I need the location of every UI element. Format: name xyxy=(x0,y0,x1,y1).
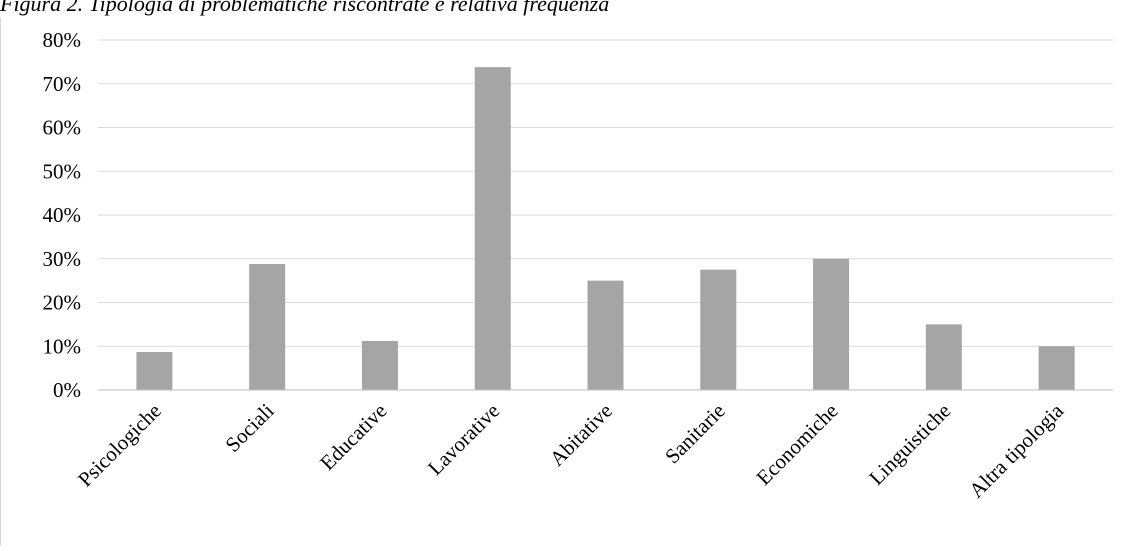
y-tick-label: 80% xyxy=(43,28,82,52)
x-tick-label: Lavorative xyxy=(423,399,504,480)
x-tick-label: Educative xyxy=(315,399,391,475)
y-tick-label: 60% xyxy=(43,116,82,140)
bar-sanitarie xyxy=(700,269,737,390)
bar-psicologiche xyxy=(136,351,173,390)
bar-linguistiche xyxy=(925,324,962,390)
x-tick-label: Altra tipologia xyxy=(964,398,1068,502)
x-tick-label: Linguistiche xyxy=(864,399,955,490)
y-tick-label: 40% xyxy=(43,203,82,227)
x-tick-label: Sociali xyxy=(220,398,278,456)
bar-abitative xyxy=(587,280,624,390)
y-tick-label: 50% xyxy=(43,159,82,183)
x-tick-label: Economiche xyxy=(751,399,842,490)
bar-sociali xyxy=(249,264,286,390)
bar-lavorative xyxy=(474,67,511,390)
bar-educative xyxy=(361,341,398,390)
y-axis-tick-labels: 0% 10% 20% 30% 40% 50% 60% 70% 80% xyxy=(43,28,82,402)
y-tick-label: 30% xyxy=(43,247,82,271)
y-tick-label: 10% xyxy=(43,334,82,358)
bars xyxy=(136,67,1075,390)
bar-economiche xyxy=(813,258,850,390)
x-tick-label: Sanitarie xyxy=(660,399,730,469)
bar-chart: 0% 10% 20% 30% 40% 50% 60% 70% 80% Psicologiche S… xyxy=(43,28,1113,503)
x-tick-label: Psicologiche xyxy=(73,399,166,492)
figure-caption: Figura 2. Tipologia di problematiche ris… xyxy=(0,0,610,16)
x-tick-label: Abitative xyxy=(545,399,617,471)
y-tick-label: 0% xyxy=(53,378,81,402)
chart-frame: 0% 10% 20% 30% 40% 50% 60% 70% 80% Psicologiche S… xyxy=(0,18,1128,546)
bar-altra-tipologia xyxy=(1038,346,1075,390)
y-tick-label: 70% xyxy=(43,72,82,96)
y-tick-label: 20% xyxy=(43,291,82,315)
x-axis-tick-labels: Psicologiche Sociali Educative Lavorative Ab… xyxy=(73,398,1069,502)
